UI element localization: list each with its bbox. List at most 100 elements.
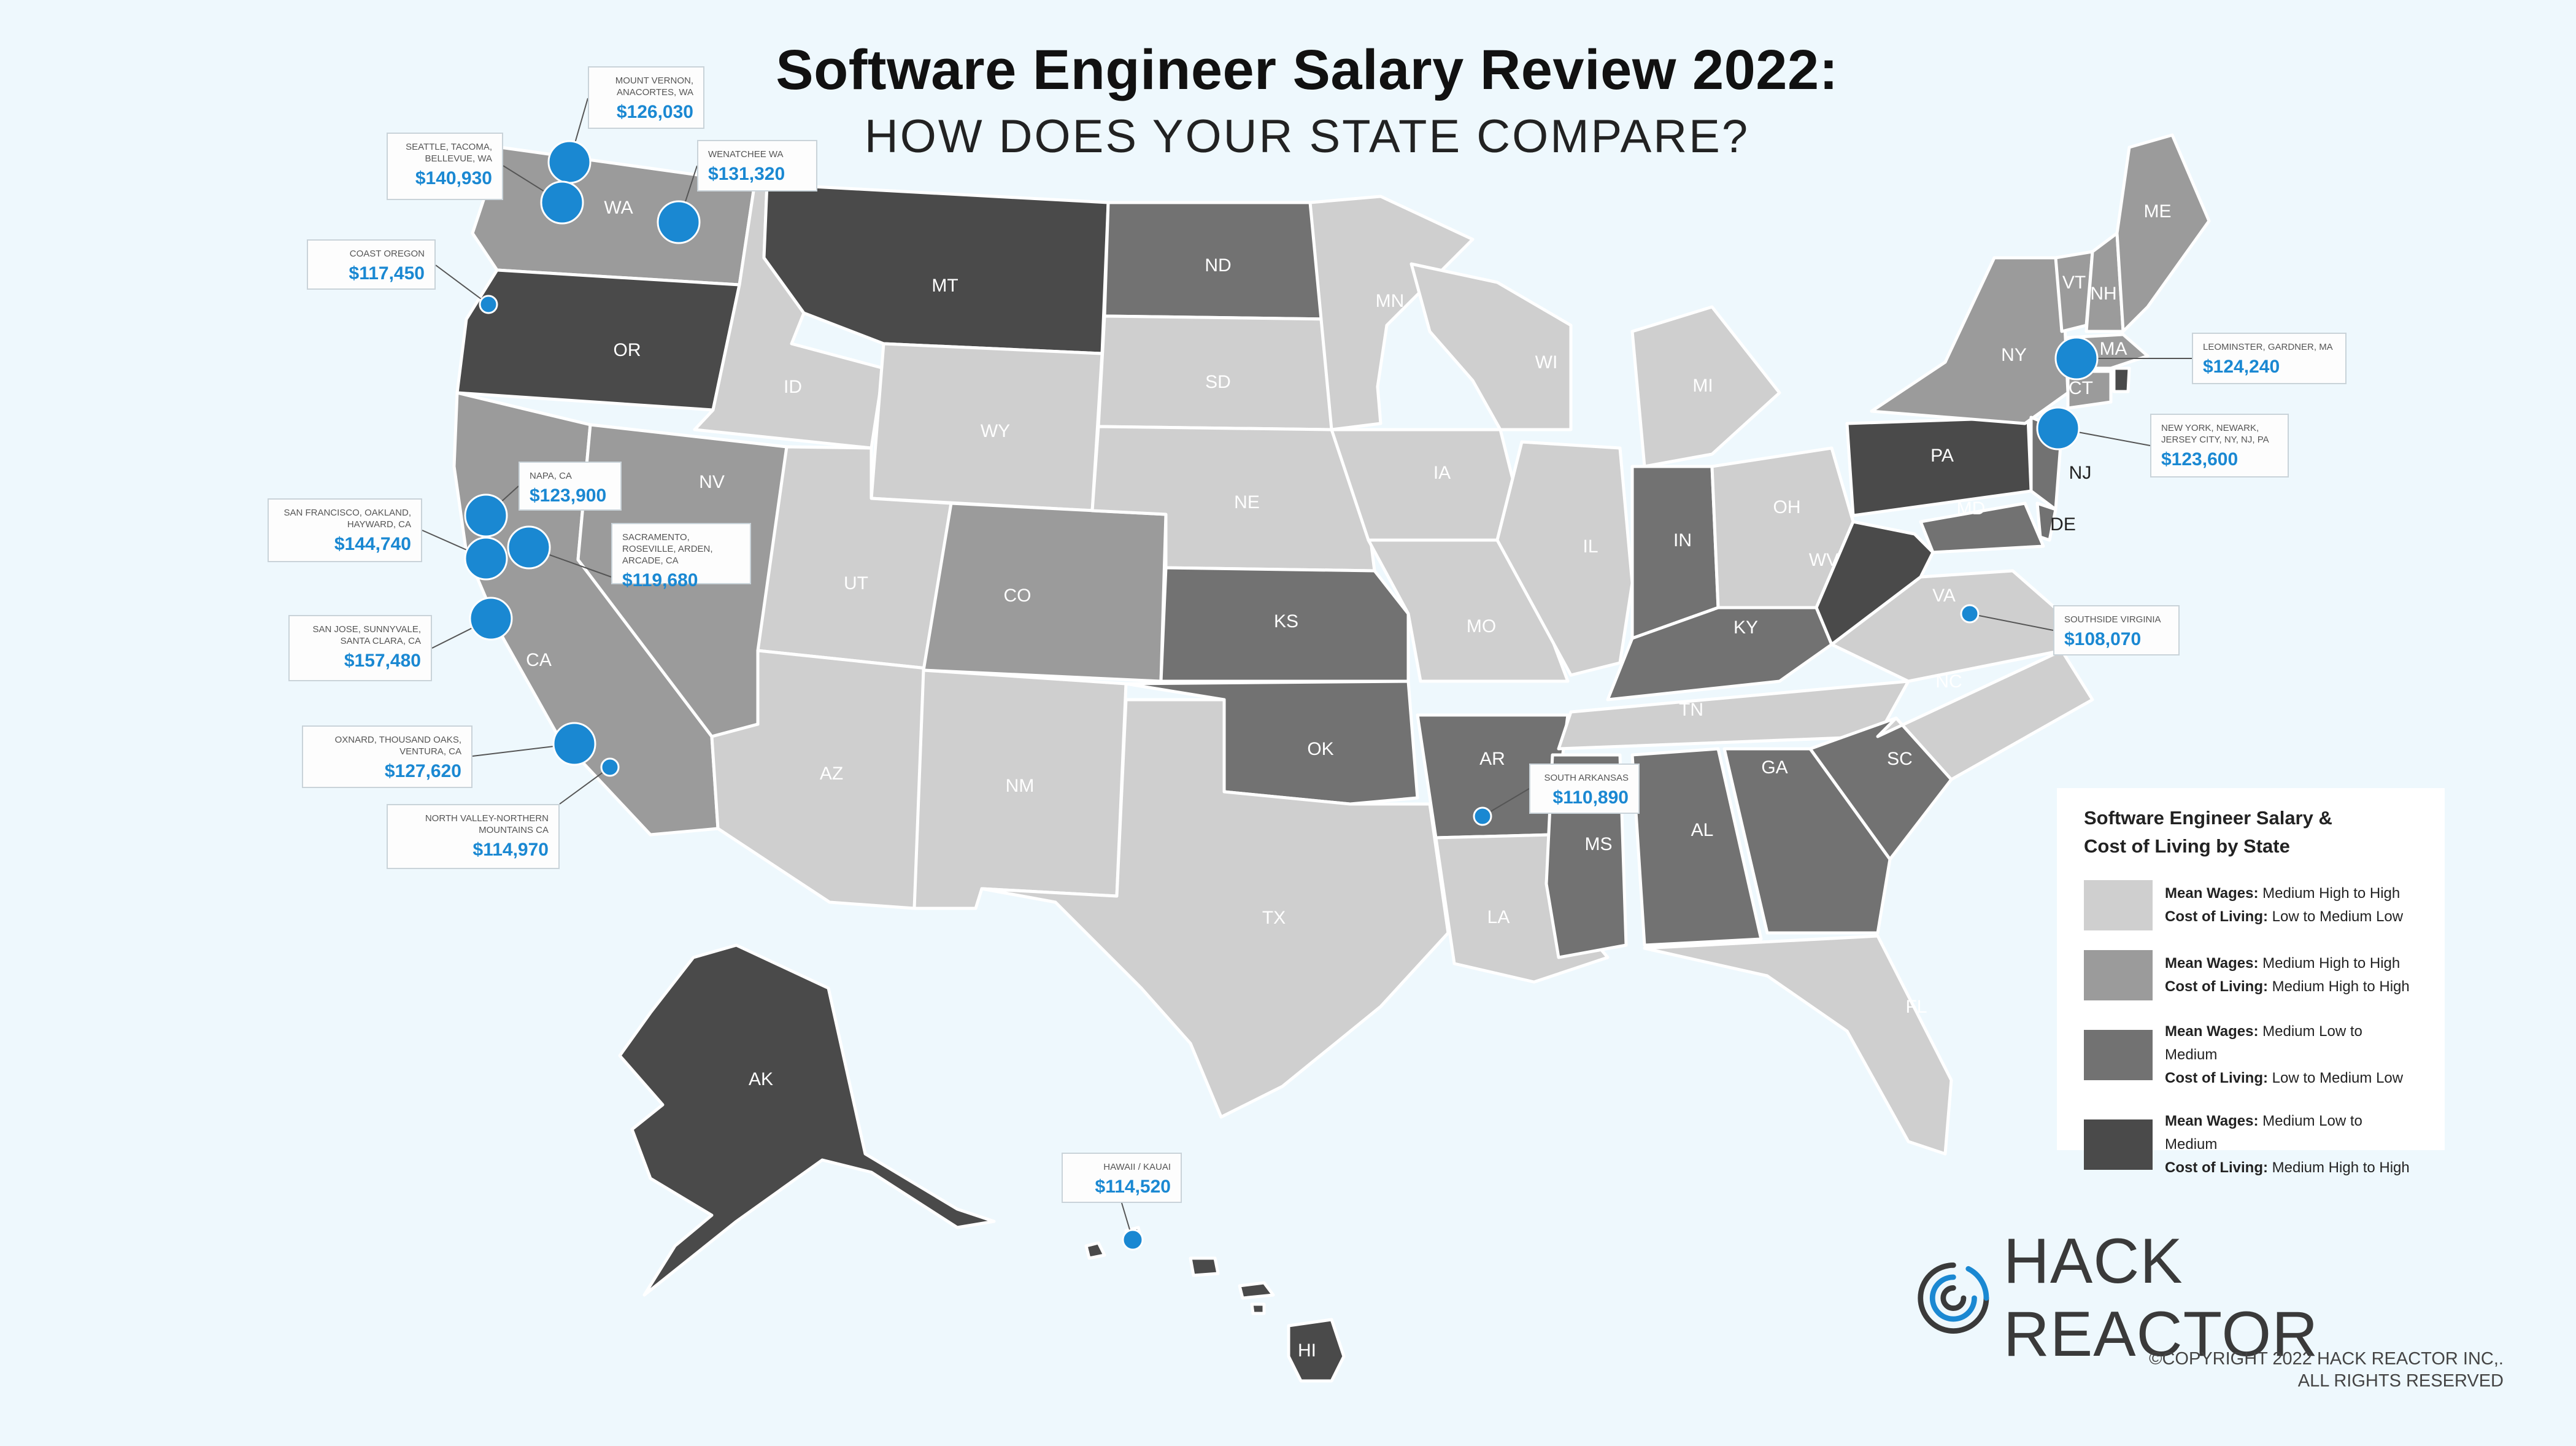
state-label-ga: GA (1761, 757, 1787, 778)
callout-salary: $114,970 (472, 840, 549, 860)
state-or (455, 268, 741, 412)
state-label-mt: MT (931, 276, 958, 296)
callout-salary: $123,900 (530, 485, 607, 506)
legend-swatch (2084, 1030, 2153, 1080)
state-label-ca: CA (526, 650, 552, 670)
state-ks (1159, 566, 1410, 683)
callout-location: WENATCHEE WA (708, 149, 784, 160)
salary-marker-new-york (2036, 406, 2080, 450)
callout-location: MOUNT VERNON, ANACORTES, WA (615, 75, 693, 98)
state-il (1495, 440, 1634, 677)
state-tx (980, 698, 1450, 1119)
salary-marker-sacramento (507, 525, 551, 570)
salary-marker-north-valley (600, 757, 620, 777)
salary-marker-napa (464, 493, 508, 538)
state-ak (618, 943, 996, 1297)
hawaii-island (1250, 1302, 1266, 1315)
callout-san-francisco: SAN FRANCISCO, OAKLAND, HAYWARD, CA $144… (268, 498, 422, 562)
callout-southside-virginia: SOUTHSIDE VIRGINIA $108,070 (2053, 605, 2180, 655)
state-label-nd: ND (1205, 255, 1231, 276)
state-label-il: IL (1583, 536, 1598, 557)
callout-location: SOUTHSIDE VIRGINIA (2064, 614, 2161, 625)
legend: Software Engineer Salary & Cost of Livin… (2057, 788, 2445, 1176)
copyright: ©COPYRIGHT 2022 HACK REACTOR INC,. ALL R… (2025, 1348, 2504, 1392)
legend-item: Mean Wages: Medium High to High Cost of … (2084, 950, 2418, 1000)
state-label-va: VA (1932, 586, 1956, 606)
state-label-sc: SC (1887, 749, 1913, 769)
state-label-nv: NV (699, 472, 725, 492)
legend-item: Mean Wages: Medium Low to Medium Cost of… (2084, 1020, 2418, 1090)
legend-title-line-1: Software Engineer Salary & (2084, 807, 2332, 829)
state-label-ia: IA (1433, 463, 1451, 483)
state-label-la: LA (1487, 907, 1510, 927)
state-label-co: CO (1004, 586, 1032, 606)
state-label-fl: FL (1905, 997, 1927, 1017)
callout-north-valley: NORTH VALLEY-NORTHERN MOUNTAINS CA $114,… (387, 804, 560, 869)
callout-location: SAN FRANCISCO, OAKLAND, HAYWARD, CA (283, 508, 411, 530)
callout-location: NORTH VALLEY-NORTHERN MOUNTAINS CA (425, 813, 549, 835)
callout-location: LEOMINSTER, GARDNER, MA (2203, 342, 2333, 352)
callout-mount-vernon: MOUNT VERNON, ANACORTES, WA $126,030 (588, 66, 704, 129)
state-label-tx: TX (1262, 908, 1286, 928)
legend-text: Mean Wages: Medium High to High Cost of … (2165, 885, 2404, 925)
callout-salary: $117,450 (349, 263, 425, 284)
state-label-tn: TN (1679, 700, 1703, 720)
callout-location: OXNARD, THOUSAND OAKS, VENTURA, CA (334, 735, 461, 757)
state-label-wy: WY (981, 421, 1010, 441)
callout-salary: $144,740 (334, 534, 411, 554)
state-label-ma: MA (2100, 339, 2127, 359)
leader-line-north-valley (559, 767, 611, 805)
callout-oxnard: OXNARD, THOUSAND OAKS, VENTURA, CA $127,… (302, 725, 472, 788)
callout-location: SACRAMENTO, ROSEVILLE, ARDEN, ARCADE, CA (622, 532, 713, 566)
state-label-az: AZ (820, 764, 843, 784)
state-label-ak: AK (749, 1069, 773, 1089)
callout-sacramento: SACRAMENTO, ROSEVILLE, ARDEN, ARCADE, CA… (611, 523, 751, 590)
reactor-rings-icon (1918, 1262, 1989, 1334)
state-label-ok: OK (1307, 739, 1333, 759)
state-label-nh: NH (2090, 284, 2116, 304)
legend-text: Mean Wages: Medium Low to Medium Cost of… (2165, 1113, 2410, 1176)
state-md (1919, 501, 2045, 554)
state-co (922, 501, 1168, 683)
salary-marker-mount-vernon (547, 140, 592, 184)
callout-napa: NAPA, CA $123,900 (519, 462, 622, 511)
state-label-ut: UT (844, 573, 868, 593)
state-label-vt: VT (2062, 273, 2086, 293)
legend-swatch (2084, 1119, 2153, 1170)
callout-salary: $127,620 (384, 761, 461, 781)
callout-salary: $114,520 (1095, 1177, 1171, 1197)
salary-marker-southside-virginia (1960, 604, 1980, 624)
page-title: Software Engineer Salary Review 2022: (776, 39, 1838, 101)
callout-wenatchee: WENATCHEE WA $131,320 (697, 140, 817, 191)
state-de (2035, 501, 2057, 542)
legend-text: Mean Wages: Medium High to High Cost of … (2165, 955, 2410, 995)
callout-salary: $108,070 (2064, 629, 2142, 649)
state-label-hi: HI (1298, 1340, 1316, 1361)
copyright-line-2: ALL RIGHTS RESERVED (2297, 1371, 2504, 1391)
state-label-mi: MI (1692, 376, 1713, 396)
hawaii-island (1238, 1281, 1275, 1300)
state-label-wv: WV (1809, 550, 1838, 570)
state-label-me: ME (2144, 201, 2172, 222)
state-label-ky: KY (1733, 617, 1758, 638)
legend-swatch (2084, 950, 2153, 1000)
salary-marker-san-jose (469, 597, 513, 641)
hack-reactor-logo: HACK REACTOR (1915, 1226, 2504, 1370)
callout-location: HAWAII / KAUAI (1103, 1162, 1171, 1172)
state-label-in: IN (1673, 530, 1692, 551)
state-label-ny: NY (2001, 345, 2027, 365)
state-label-ms: MS (1585, 834, 1613, 854)
callout-location: SEATTLE, TACOMA, BELLEVUE, WA (406, 142, 492, 164)
salary-marker-oxnard (552, 722, 596, 766)
state-label-al: AL (1691, 820, 1714, 840)
state-mi (1630, 305, 1781, 468)
callout-location: SAN JOSE, SUNNYVALE, SANTA CLARA, CA (312, 624, 421, 646)
state-label-nc: NC (1935, 671, 1962, 692)
state-ga (1722, 747, 1892, 935)
callout-san-jose: SAN JOSE, SUNNYVALE, SANTA CLARA, CA $15… (288, 615, 432, 681)
hawaii-island (1189, 1256, 1220, 1277)
legend-swatch (2084, 880, 2153, 930)
state-label-ks: KS (1274, 611, 1298, 632)
callout-salary: $126,030 (616, 102, 693, 122)
